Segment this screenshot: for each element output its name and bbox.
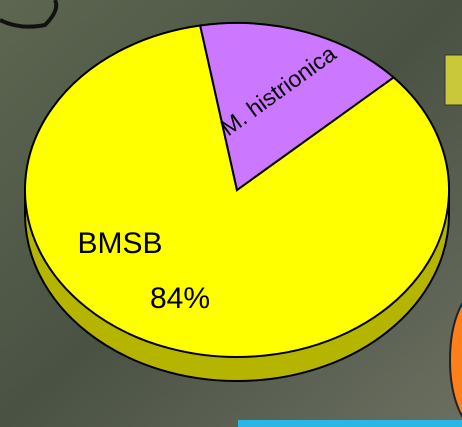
slice-label: BMSB — [77, 227, 162, 260]
background-shape — [445, 55, 462, 105]
background-shape — [238, 420, 462, 427]
chart: BMSB84%M. histrionica — [0, 0, 462, 427]
value-label: 84% — [150, 282, 210, 315]
